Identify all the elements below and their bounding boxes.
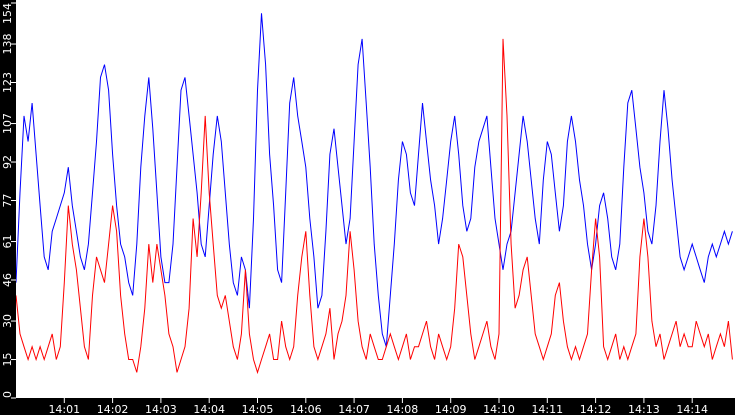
x-tick-label: 14:04 — [193, 403, 225, 415]
y-axis-band — [0, 0, 16, 415]
x-tick-label: 14:07 — [338, 403, 370, 415]
x-axis: 14:01 14:02 14:03 14:04 14:05 14:06 14:07 14:08… — [48, 398, 708, 415]
series-line-2 — [15, 38, 733, 375]
y-tick-label: 92 — [1, 155, 14, 169]
x-tick-label: 14:13 — [628, 403, 660, 415]
y-tick-label: 77 — [1, 194, 14, 208]
y-tick-label: 123 — [1, 72, 14, 93]
y-tick-label: 0 — [1, 391, 14, 398]
y-tick-label: 61 — [1, 235, 14, 249]
x-tick-label: 14:02 — [97, 403, 129, 415]
x-tick-label: 14:01 — [48, 403, 80, 415]
y-tick-label: 107 — [1, 113, 14, 134]
x-tick-label: 14:03 — [145, 403, 177, 415]
y-axis: 0 15 30 46 61 77 92 107 123 138 154 — [1, 2, 16, 399]
x-tick-label: 14:09 — [435, 403, 467, 415]
x-tick-label: 14:08 — [387, 403, 419, 415]
x-tick-label: 14:05 — [242, 403, 274, 415]
y-tick-label: 154 — [1, 3, 14, 24]
series-line-1 — [15, 13, 733, 347]
y-tick-label: 138 — [1, 34, 14, 55]
x-tick-label: 14:06 — [290, 403, 322, 415]
x-axis-band — [0, 398, 735, 415]
x-tick-label: 14:10 — [483, 403, 515, 415]
x-tick-label: 14:12 — [580, 403, 612, 415]
x-tick-label: 14:11 — [531, 403, 563, 415]
y-tick-label: 46 — [1, 273, 14, 287]
y-tick-label: 30 — [1, 314, 14, 328]
y-tick-label: 15 — [1, 353, 14, 367]
series-layer — [15, 13, 733, 375]
x-tick-label: 14:14 — [676, 403, 708, 415]
